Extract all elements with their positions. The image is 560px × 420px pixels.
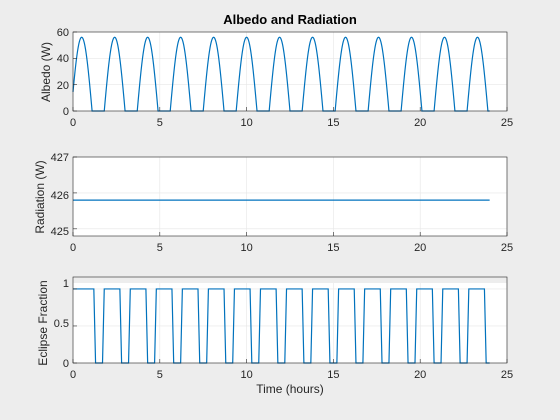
radiation-xtick-label: 10 [240, 242, 252, 254]
radiation-xtick-label: 25 [501, 242, 513, 254]
albedo-xtick-label: 20 [414, 117, 426, 129]
albedo-ylabel: Albedo (W) [39, 42, 53, 102]
eclipse-axes-box [72, 276, 508, 364]
radiation-xtick-label: 15 [327, 242, 339, 254]
radiation-xtick-label: 20 [414, 242, 426, 254]
eclipse-xtick-label: 15 [327, 369, 339, 381]
albedo-subplot: Albedo and Radiation 0 20 40 60 0 5 10 1… [39, 12, 513, 129]
eclipse-ylabel: Eclipse Fraction [36, 280, 50, 365]
radiation-axes-box [72, 156, 508, 237]
albedo-plot-area [73, 32, 507, 111]
albedo-ytick-label: 0 [63, 106, 69, 118]
albedo-ytick-label: 60 [57, 27, 69, 39]
eclipse-ytick-label: 1 [63, 278, 69, 290]
eclipse-xlabel: Time (hours) [256, 382, 324, 396]
eclipse-subplot: 0 0.5 1 0 5 10 15 20 25 Time (hours) Ecl… [36, 276, 513, 396]
albedo-ytick-label: 20 [57, 80, 69, 92]
albedo-xtick-label: 0 [70, 117, 76, 129]
radiation-plot-area [73, 157, 507, 236]
eclipse-xtick-label: 25 [501, 369, 513, 381]
radiation-ytick-label: 426 [51, 190, 69, 202]
albedo-axes-box [72, 31, 508, 112]
albedo-xtick-label: 25 [501, 117, 513, 129]
radiation-xtick-label: 5 [157, 242, 163, 254]
eclipse-xtick-label: 10 [240, 369, 252, 381]
eclipse-ytick-label: 0.5 [54, 318, 69, 330]
albedo-series-line [72, 36, 490, 112]
figure-title: Albedo and Radiation [223, 12, 357, 27]
eclipse-plot-area [73, 283, 507, 363]
eclipse-xtick-label: 20 [414, 369, 426, 381]
albedo-ytick-label: 40 [57, 53, 69, 65]
eclipse-ytick-label: 0 [63, 358, 69, 370]
radiation-subplot: 425 426 427 0 5 10 15 20 25 Radiation (W… [33, 152, 513, 254]
radiation-xtick-label: 0 [70, 242, 76, 254]
albedo-xtick-label: 15 [327, 117, 339, 129]
eclipse-xtick-label: 5 [157, 369, 163, 381]
albedo-xtick-label: 5 [157, 117, 163, 129]
radiation-ytick-label: 425 [51, 226, 69, 238]
albedo-xtick-label: 10 [240, 117, 252, 129]
eclipse-xtick-label: 0 [70, 369, 76, 381]
radiation-ytick-label: 427 [51, 152, 69, 164]
radiation-ylabel: Radiation (W) [33, 160, 47, 233]
